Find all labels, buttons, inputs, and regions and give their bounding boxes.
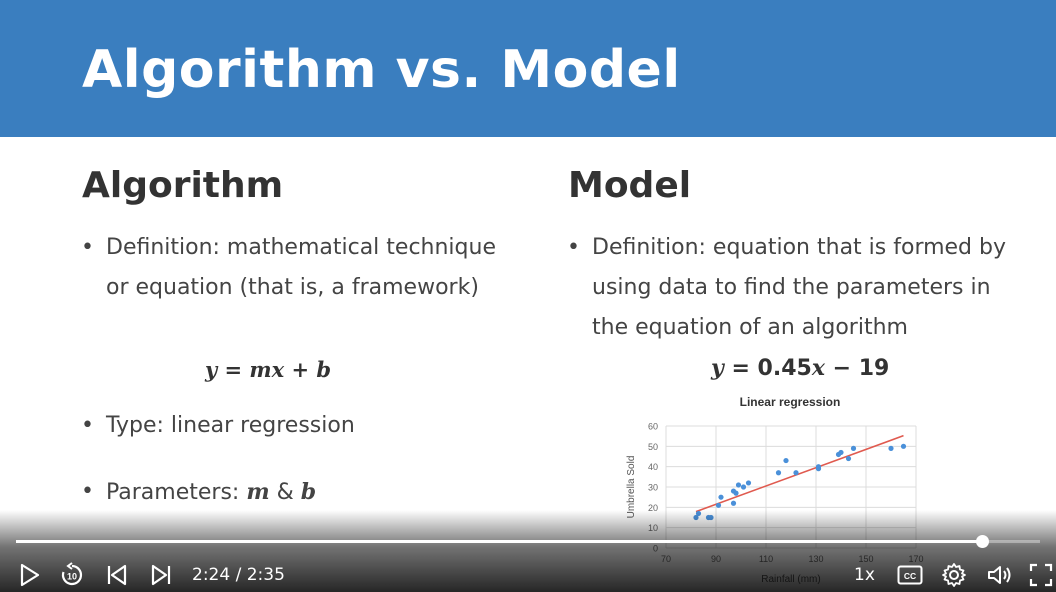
algorithm-parameters: • Parameters: m & b — [81, 472, 317, 513]
algorithm-heading: Algorithm — [82, 165, 284, 206]
progress-scrubber[interactable] — [975, 535, 989, 548]
skip-next-icon — [151, 564, 171, 586]
data-point — [838, 449, 844, 456]
algorithm-type-text: Type: linear regression — [106, 413, 355, 438]
volume-button[interactable] — [985, 560, 1015, 590]
bullet-dot: • — [81, 413, 94, 438]
model-equation-y: y — [711, 355, 724, 381]
algorithm-definition-line2: or equation (that is, a framework) — [106, 275, 479, 300]
previous-button[interactable] — [103, 560, 131, 590]
model-definition-line1: Definition: equation that is formed by — [592, 235, 1007, 260]
trendline — [695, 434, 904, 513]
time-display: 2:24 / 2:35 — [192, 565, 285, 585]
rewind-10-label: 10 — [67, 572, 77, 582]
cc-label: CC — [904, 571, 916, 581]
skip-back-button[interactable]: 10 — [58, 560, 86, 590]
parameters-prefix: Parameters: — [106, 480, 247, 505]
data-point — [735, 482, 742, 488]
rewind-10-icon: 10 — [61, 562, 83, 586]
data-point — [900, 443, 907, 449]
data-point — [775, 470, 782, 476]
play-icon — [20, 563, 40, 587]
model-heading: Model — [568, 165, 692, 206]
skip-previous-icon — [107, 564, 127, 586]
data-point — [845, 455, 852, 462]
model-equation-mid: = 0.45 — [723, 356, 812, 381]
current-time: 2:24 — [192, 565, 231, 585]
data-point — [793, 470, 799, 476]
model-equation-x: x — [811, 355, 825, 381]
settings-button[interactable] — [940, 560, 968, 590]
y-tick-label: 60 — [648, 422, 658, 432]
player-controls-bar — [0, 510, 1056, 592]
slide-title: Algorithm vs. Model — [82, 40, 681, 100]
bullet-dot: • — [567, 235, 580, 260]
algorithm-definition-line1: Definition: mathematical technique — [106, 235, 496, 260]
algorithm-type: • Type: linear regression — [81, 406, 355, 446]
time-separator: / — [230, 565, 247, 585]
captions-button[interactable]: CC — [896, 560, 924, 590]
data-point — [718, 494, 724, 500]
model-definition: • Definition: equation that is formed by… — [567, 228, 1007, 348]
y-tick-label: 20 — [648, 503, 658, 513]
fullscreen-button[interactable] — [1028, 560, 1054, 590]
closed-captions-icon: CC — [897, 565, 923, 585]
data-point — [783, 457, 789, 464]
chart-title: Linear regression — [739, 395, 841, 409]
next-button[interactable] — [147, 560, 175, 590]
algorithm-equation: y = mx + b — [205, 357, 332, 382]
progress-fill — [16, 540, 982, 543]
y-tick-label: 30 — [648, 483, 658, 493]
y-axis-label: Umbrella Sold — [626, 456, 637, 519]
duration: 2:35 — [246, 565, 285, 585]
data-point — [730, 500, 737, 506]
bullet-dot: • — [81, 479, 94, 504]
data-point — [888, 445, 894, 451]
model-equation: y = 0.45x − 19 — [711, 355, 889, 381]
gear-icon — [942, 563, 966, 587]
volume-icon — [988, 566, 1011, 584]
parameters-amp: & — [269, 480, 301, 505]
playback-speed-button[interactable]: 1x — [854, 565, 875, 585]
slide-header: Algorithm vs. Model — [0, 0, 1056, 137]
data-point — [815, 466, 822, 472]
data-point — [850, 445, 857, 451]
y-tick-label: 50 — [648, 442, 658, 452]
bullet-dot: • — [81, 235, 94, 260]
fullscreen-icon — [1029, 563, 1053, 587]
data-point — [733, 490, 739, 496]
play-button[interactable] — [16, 560, 44, 590]
data-point — [715, 502, 722, 508]
progress-bar[interactable] — [16, 535, 1040, 548]
model-definition-line2: using data to find the parameters in — [592, 275, 991, 300]
y-tick-label: 40 — [648, 462, 658, 472]
model-equation-end: − 19 — [824, 356, 890, 381]
data-point — [740, 484, 747, 490]
model-definition-line3: the equation of an algorithm — [592, 315, 908, 340]
parameter-m: m — [246, 479, 270, 505]
data-point — [745, 480, 752, 486]
parameter-b: b — [300, 479, 317, 505]
algorithm-definition: • Definition: mathematical technique or … — [81, 228, 496, 308]
